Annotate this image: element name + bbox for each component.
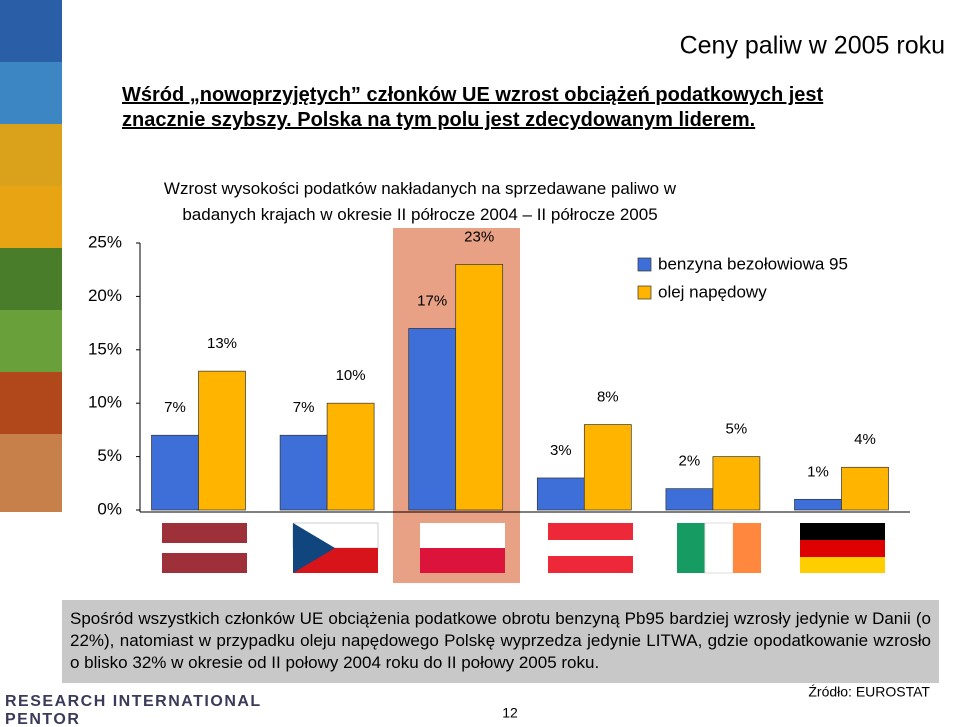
bar (712, 456, 761, 511)
value-label: 5% (726, 421, 748, 438)
bar (536, 477, 585, 511)
value-label: 7% (164, 399, 186, 416)
subtitle: Wśród „nowoprzyjętych” członków UE wzros… (122, 84, 824, 131)
bar (198, 370, 246, 511)
logo: RESEARCH INTERNATIONAL (5, 693, 262, 710)
value-label: 17% (417, 292, 447, 309)
value-label: 3% (550, 442, 572, 459)
y-tick-label: 10% (88, 393, 122, 412)
bar (326, 402, 375, 511)
bar (665, 488, 714, 511)
bar (841, 466, 889, 511)
legend-swatch (637, 257, 652, 272)
bar (583, 424, 632, 511)
value-label: 23% (464, 228, 494, 245)
page-number: 12 (502, 705, 518, 721)
legend-label: benzyna bezołowiowa 95 (658, 254, 848, 273)
value-label: 8% (597, 389, 619, 406)
bar (151, 434, 199, 511)
legend-label: olej napędowy (658, 282, 767, 301)
note: Spośród wszystkich członków UE obciążeni… (62, 600, 939, 683)
bar (455, 264, 504, 511)
side-images (0, 0, 62, 512)
value-label: 2% (679, 453, 701, 470)
legend-swatch (637, 285, 652, 300)
y-tick-label: 0% (97, 499, 122, 518)
y-tick-label: 15% (88, 339, 122, 358)
chart-title: Wzrost wysokości podatków nakładanych na… (163, 179, 677, 224)
y-tick-label: 5% (97, 446, 122, 465)
value-label: 1% (807, 463, 829, 480)
value-label: 13% (207, 335, 237, 352)
value-label: 10% (336, 367, 366, 384)
y-tick-label: 25% (88, 232, 122, 251)
value-label: 7% (293, 399, 315, 416)
bar (279, 434, 328, 511)
bar (794, 498, 842, 511)
bar (408, 328, 457, 511)
logo: PENTOR (5, 711, 80, 727)
y-tick-label: 20% (88, 286, 122, 305)
slide-title: Ceny paliw w 2005 roku (680, 32, 945, 60)
flags (162, 522, 885, 574)
value-label: 4% (854, 431, 876, 448)
source: Źródło: EUROSTAT (808, 684, 930, 700)
